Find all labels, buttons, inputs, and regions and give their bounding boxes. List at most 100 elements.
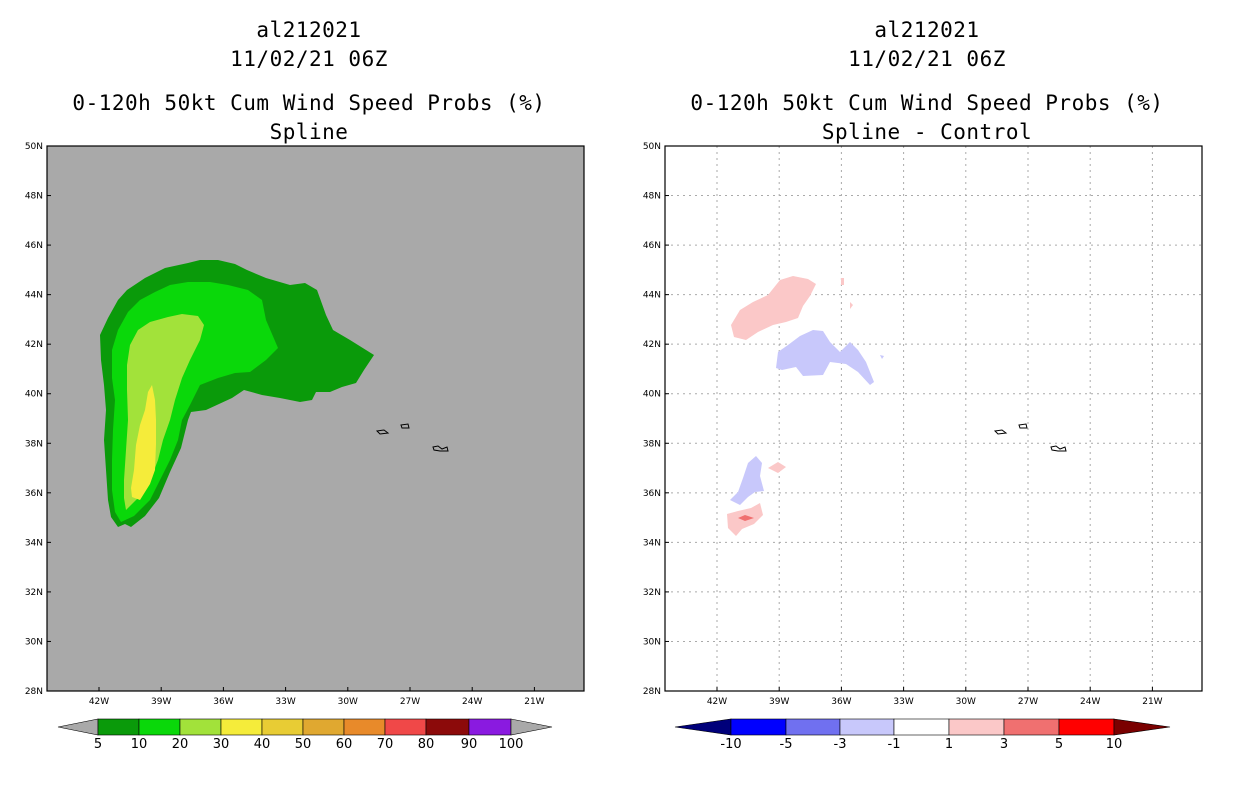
colorbar-label: 20: [172, 737, 189, 752]
lon-tick-label: 30W: [338, 697, 358, 707]
island-flores: [375, 429, 390, 435]
colorbar-label: 10: [1106, 737, 1123, 752]
colorbar-swatch-50: [302, 718, 345, 736]
lat-axis: 50N 48N 46N 44N 42N 40N 38N 36N 34N 32N 30N 28N: [643, 142, 669, 697]
lat-tick-label: 42N: [643, 340, 661, 350]
lon-tick-label: 21W: [524, 697, 544, 707]
colorbar: -10 -5 -3 -1 1 3 5 10: [674, 718, 1171, 752]
colorbar-label: 40: [254, 737, 271, 752]
gridlines: [665, 146, 1202, 691]
datetime: 11/02/21 06Z: [848, 47, 1006, 71]
colorbar-swatch-80: [425, 718, 470, 736]
colorbar-label: 10: [131, 737, 148, 752]
lat-tick-label: 40N: [25, 390, 43, 400]
lon-tick-label: 27W: [400, 697, 420, 707]
right-panel: al212021 11/02/21 06Z 0-120h 50kt Cum Wi…: [618, 0, 1236, 800]
product-title: 0-120h 50kt Cum Wind Speed Probs (%): [72, 91, 546, 115]
storm-id: al212021: [874, 18, 980, 42]
lat-tick-label: 32N: [25, 588, 43, 598]
subtitle: Spline - Control: [821, 120, 1033, 144]
colorbar-label: 80: [418, 737, 435, 752]
colorbar-swatch-70: [384, 718, 427, 736]
lon-tick-label: 36W: [831, 697, 851, 707]
colorbar-swatch: [839, 718, 895, 736]
lon-tick-label: 24W: [1080, 697, 1100, 707]
lon-tick-label: 27W: [1018, 697, 1038, 707]
colorbar-label: 60: [336, 737, 353, 752]
colorbar-label: -3: [834, 737, 847, 752]
colorbar-label: 50: [295, 737, 312, 752]
lat-tick-label: 42N: [25, 340, 43, 350]
colorbar-under-arrow: [674, 718, 732, 736]
colorbar-swatch-10: [138, 718, 181, 736]
island-faial: [1018, 423, 1028, 429]
diff-positive-strong-region: [738, 515, 754, 521]
lat-tick-label: 48N: [25, 192, 43, 202]
colorbar-swatch: [1003, 718, 1060, 736]
right-map: 50N 48N 46N 44N 42N 40N 38N 36N 34N 32N 30N 28N 42W…: [643, 142, 1203, 752]
lon-tick-label: 36W: [213, 697, 233, 707]
colorbar-swatch: [730, 718, 787, 736]
lon-tick-label: 39W: [769, 697, 789, 707]
lat-tick-label: 30N: [25, 637, 43, 647]
colorbar-swatch-30: [220, 718, 263, 736]
lat-tick-label: 36N: [643, 489, 661, 499]
subtitle: Spline: [269, 120, 349, 144]
lat-axis: 50N 48N 46N 44N 42N 40N 38N 36N 34N 32N 30N 28N: [25, 142, 51, 697]
diff-negative-region: [880, 355, 884, 359]
lat-tick-label: 44N: [25, 291, 43, 301]
lon-tick-label: 42W: [707, 697, 727, 707]
lon-tick-label: 33W: [893, 697, 913, 707]
lat-tick-label: 38N: [25, 439, 43, 449]
diff-positive-region: [768, 462, 786, 473]
lat-tick-label: 40N: [643, 390, 661, 400]
left-panel: al212021 11/02/21 06Z 0-120h 50kt Cum Wi…: [25, 18, 585, 752]
diff-positive-region: [850, 302, 853, 309]
colorbar-label: -5: [780, 737, 793, 752]
diff-negative-region: [776, 330, 874, 385]
colorbar-swatch-60: [343, 718, 386, 736]
lat-tick-label: 28N: [643, 687, 661, 697]
colorbar-label: 100: [499, 737, 524, 752]
lat-tick-label: 36N: [25, 489, 43, 499]
colorbar-over-arrow: [1113, 718, 1171, 736]
diff-negative-region: [730, 456, 764, 505]
colorbar-label: 30: [213, 737, 230, 752]
lon-tick-label: 21W: [1142, 697, 1162, 707]
island-sao-miguel: [1050, 445, 1067, 452]
colorbar-under-arrow: [57, 718, 99, 736]
colorbar-label: 5: [1055, 737, 1063, 752]
lat-tick-label: 44N: [643, 291, 661, 301]
left-map: 50N 48N 46N 44N 42N 40N 38N 36N 34N 32N 30N 28N 42W…: [25, 142, 585, 752]
lon-axis: 42W 39W 36W 33W 30W 27W 24W 21W: [89, 687, 545, 707]
lat-tick-label: 46N: [25, 241, 43, 251]
colorbar-label: 5: [94, 737, 102, 752]
lat-tick-label: 34N: [25, 538, 43, 548]
diff-positive-region: [731, 276, 816, 340]
colorbar-over-arrow: [510, 718, 553, 736]
colorbar-label: 70: [377, 737, 394, 752]
lat-tick-label: 28N: [25, 687, 43, 697]
colorbar-label: 3: [1000, 737, 1008, 752]
lon-tick-label: 39W: [151, 697, 171, 707]
map-background: [665, 146, 1202, 691]
colorbar-swatch: [948, 718, 1005, 736]
product-title: 0-120h 50kt Cum Wind Speed Probs (%): [690, 91, 1164, 115]
colorbar-swatch: [893, 718, 950, 736]
colorbar-swatch: [1058, 718, 1115, 736]
colorbar-label: 1: [945, 737, 953, 752]
lat-tick-label: 50N: [25, 142, 43, 152]
colorbar-label: -10: [720, 737, 741, 752]
lat-tick-label: 46N: [643, 241, 661, 251]
colorbar-swatch-40: [261, 718, 304, 736]
colorbar-swatch-5: [97, 718, 140, 736]
lat-tick-label: 34N: [643, 538, 661, 548]
lon-tick-label: 42W: [89, 697, 109, 707]
contour-30pct: [131, 385, 156, 500]
diff-positive-region: [841, 278, 844, 285]
island-flores: [993, 429, 1008, 435]
lat-tick-label: 48N: [643, 192, 661, 202]
island-faial: [400, 423, 410, 429]
lat-tick-label: 32N: [643, 588, 661, 598]
lon-axis: 42W 39W 36W 33W 30W 27W 24W 21W: [707, 687, 1163, 707]
